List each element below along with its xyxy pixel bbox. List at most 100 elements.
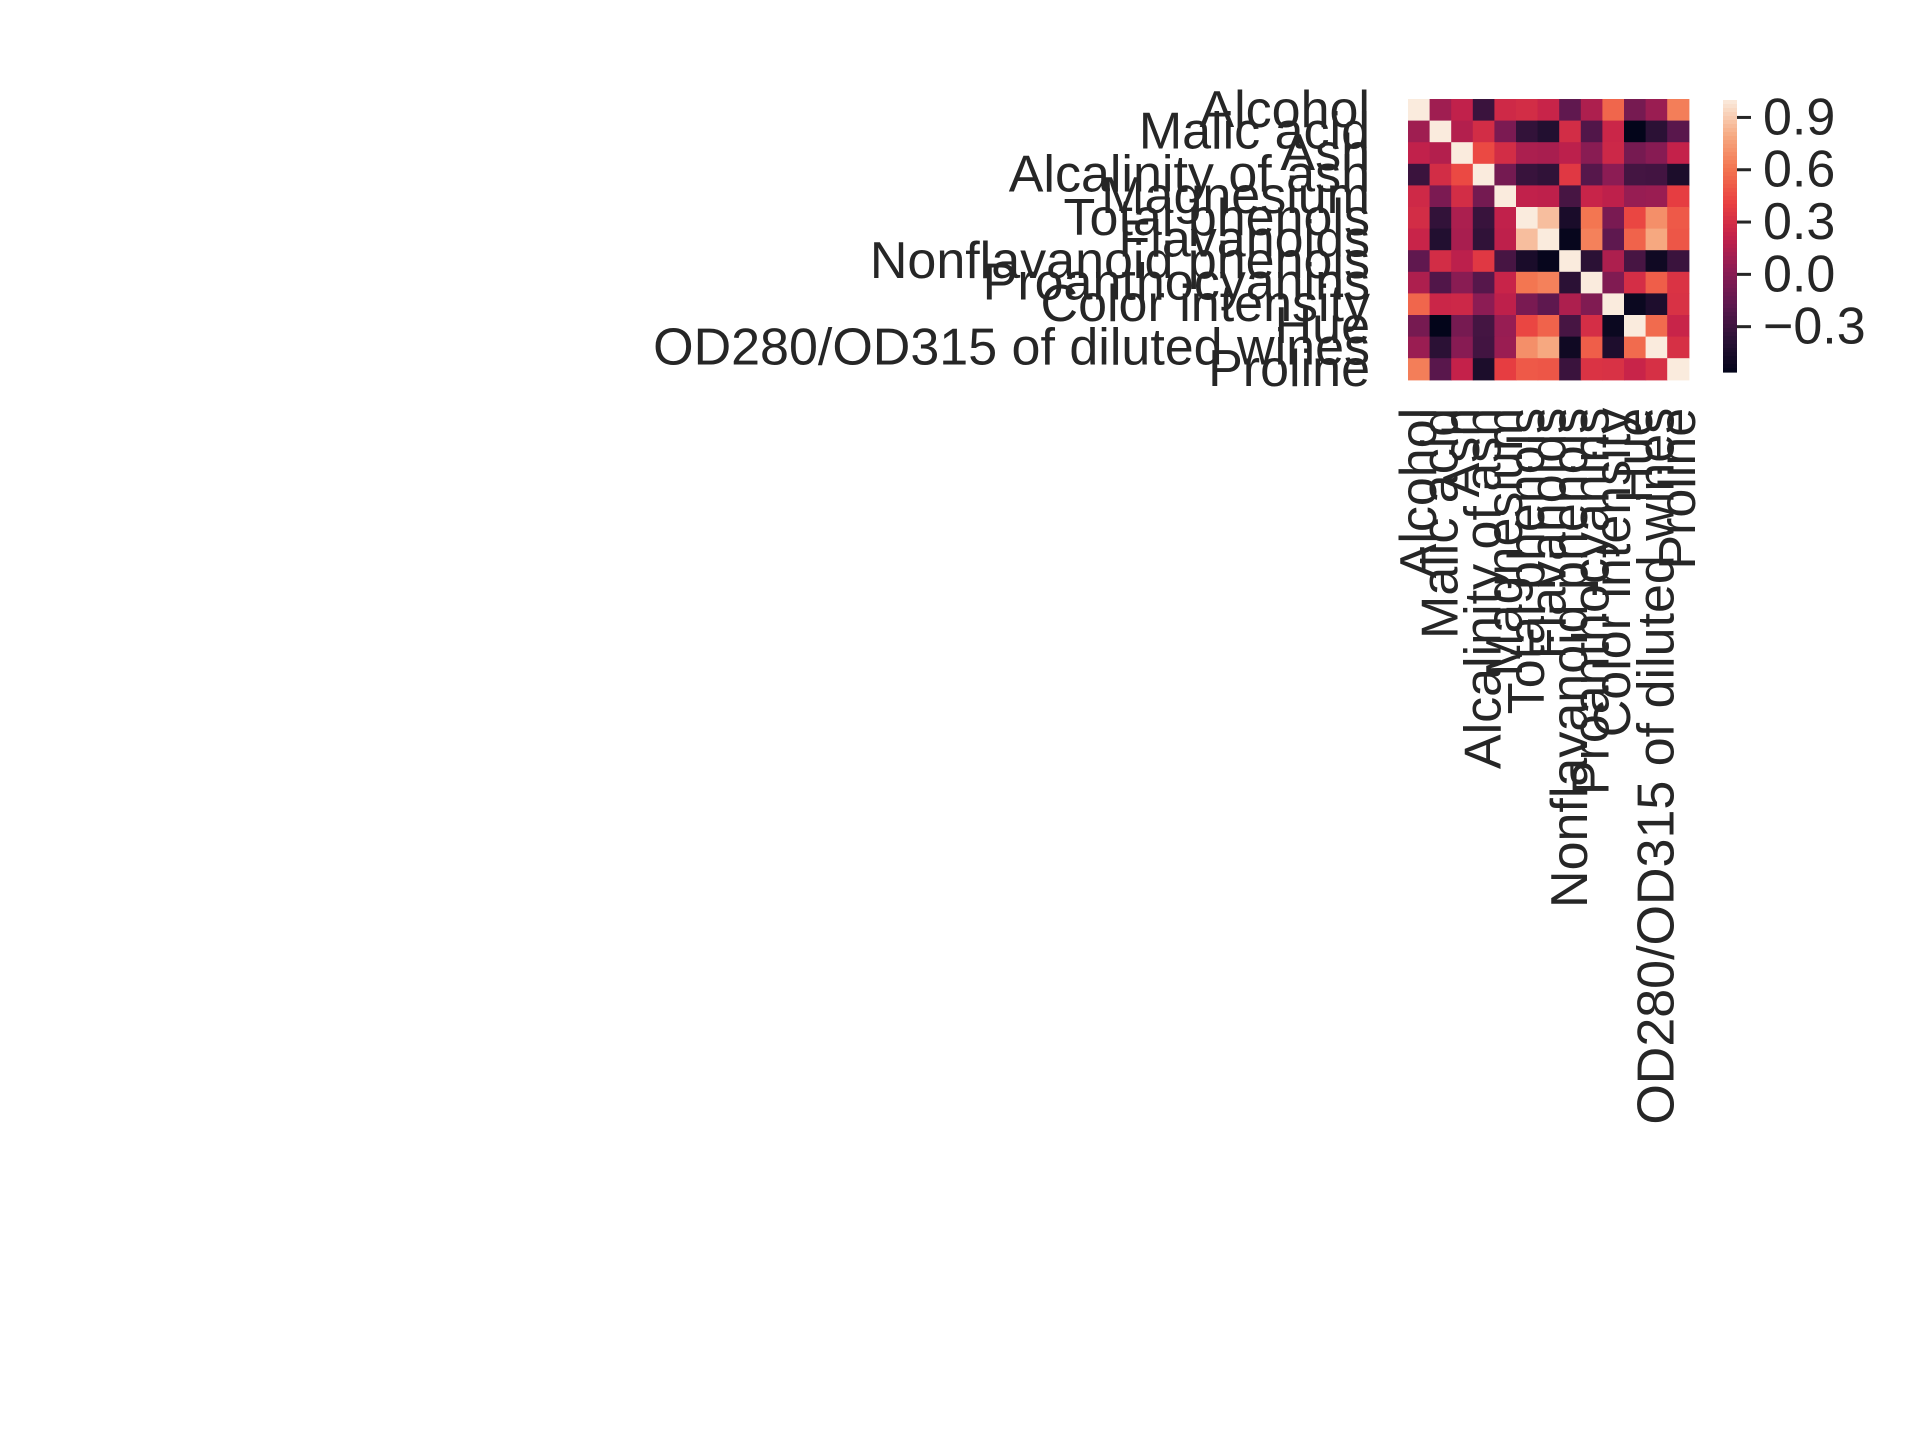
colorbar-segment bbox=[1723, 120, 1737, 125]
heatmap-cell bbox=[1451, 163, 1474, 186]
colorbar-segment bbox=[1723, 316, 1737, 321]
heatmap-cell bbox=[1537, 250, 1560, 273]
colorbar-segment bbox=[1723, 352, 1737, 357]
colorbar-segment bbox=[1723, 116, 1737, 121]
heatmap-cell bbox=[1537, 207, 1560, 230]
x-tick-label: Alcalinity of ash bbox=[1455, 408, 1513, 769]
colorbar-segment bbox=[1723, 320, 1737, 325]
colorbar-segment bbox=[1723, 336, 1737, 341]
colorbar-segment bbox=[1723, 304, 1737, 309]
heatmap-cell bbox=[1472, 99, 1495, 122]
colorbar-tick-label: 0.6 bbox=[1763, 141, 1835, 199]
heatmap-cell bbox=[1472, 250, 1495, 273]
heatmap-cell bbox=[1537, 315, 1560, 338]
heatmap-cell bbox=[1580, 185, 1603, 208]
heatmap-cell bbox=[1602, 336, 1625, 359]
colorbar-segment bbox=[1723, 124, 1737, 129]
heatmap-cell bbox=[1408, 228, 1431, 251]
y-tick-label: Malic acid bbox=[1139, 102, 1370, 160]
x-tick-label: Nonflavanoid phenols bbox=[1541, 408, 1599, 908]
heatmap-cell bbox=[1645, 315, 1668, 338]
heatmap-cell bbox=[1602, 228, 1625, 251]
heatmap-cells bbox=[1408, 99, 1690, 381]
heatmap-cell bbox=[1516, 207, 1539, 230]
colorbar-segment bbox=[1723, 332, 1737, 337]
heatmap-cell bbox=[1645, 163, 1668, 186]
heatmap-cell bbox=[1494, 336, 1517, 359]
heatmap-cell bbox=[1494, 120, 1517, 143]
heatmap-cell bbox=[1451, 185, 1474, 208]
colorbar-segment bbox=[1723, 212, 1737, 217]
y-tick-label: Flavanoids bbox=[1119, 210, 1370, 268]
heatmap-cell bbox=[1451, 142, 1474, 165]
heatmap-cell bbox=[1472, 358, 1495, 381]
heatmap-cell bbox=[1624, 163, 1647, 186]
heatmap-cell bbox=[1429, 207, 1452, 230]
x-tick-label: OD280/OD315 of diluted wines bbox=[1627, 408, 1685, 1125]
heatmap-cell bbox=[1624, 228, 1647, 251]
heatmap-cell bbox=[1667, 163, 1690, 186]
heatmap-cell bbox=[1667, 207, 1690, 230]
heatmap-cell bbox=[1494, 228, 1517, 251]
colorbar-segment bbox=[1723, 364, 1737, 369]
heatmap-cell bbox=[1429, 142, 1452, 165]
colorbar-segment bbox=[1723, 284, 1737, 289]
heatmap-cell bbox=[1537, 185, 1560, 208]
heatmap-cell bbox=[1516, 293, 1539, 316]
x-tick-label: Magnesium bbox=[1476, 408, 1534, 677]
heatmap-cell bbox=[1408, 250, 1431, 273]
colorbar-segment bbox=[1723, 176, 1737, 181]
colorbar-segment bbox=[1723, 184, 1737, 189]
heatmap-cell bbox=[1429, 185, 1452, 208]
heatmap-cell bbox=[1472, 185, 1495, 208]
y-tick-label: Nonflavanoid phenols bbox=[870, 232, 1370, 290]
heatmap-cell bbox=[1429, 271, 1452, 294]
colorbar-tick-label: 0.9 bbox=[1763, 88, 1835, 146]
colorbar-segment bbox=[1723, 244, 1737, 249]
heatmap-cell bbox=[1602, 271, 1625, 294]
colorbar-segment bbox=[1723, 220, 1737, 225]
heatmap-cell bbox=[1667, 142, 1690, 165]
heatmap-cell bbox=[1516, 99, 1539, 122]
heatmap-cell bbox=[1559, 120, 1582, 143]
colorbar-segment bbox=[1723, 356, 1737, 361]
colorbar-tick-label: 0.3 bbox=[1763, 193, 1835, 251]
heatmap-cell bbox=[1472, 142, 1495, 165]
heatmap-cell bbox=[1494, 185, 1517, 208]
heatmap-cell bbox=[1624, 120, 1647, 143]
x-tick-label: Color intensity bbox=[1584, 408, 1642, 737]
heatmap-cell bbox=[1602, 250, 1625, 273]
heatmap-cell bbox=[1516, 271, 1539, 294]
colorbar-segment bbox=[1723, 280, 1737, 285]
colorbar-segment bbox=[1723, 300, 1737, 305]
heatmap-cell bbox=[1559, 336, 1582, 359]
y-tick-label: Proanthocyanins bbox=[983, 254, 1370, 312]
colorbar-segment bbox=[1723, 112, 1737, 117]
heatmap-cell bbox=[1451, 293, 1474, 316]
x-tick-label: Alcohol bbox=[1390, 408, 1448, 579]
colorbar-segment bbox=[1723, 308, 1737, 313]
colorbar-segment bbox=[1723, 196, 1737, 201]
colorbar-segment bbox=[1723, 328, 1737, 333]
colorbar-segment bbox=[1723, 152, 1737, 157]
x-tick-label: Ash bbox=[1433, 408, 1491, 498]
heatmap-cell bbox=[1559, 142, 1582, 165]
heatmap-cell bbox=[1645, 207, 1668, 230]
heatmap-cell bbox=[1472, 315, 1495, 338]
heatmap-cell bbox=[1580, 207, 1603, 230]
heatmap-cell bbox=[1667, 271, 1690, 294]
heatmap-cell bbox=[1645, 271, 1668, 294]
heatmap-cell bbox=[1645, 293, 1668, 316]
heatmap-cell bbox=[1645, 120, 1668, 143]
heatmap-cell bbox=[1559, 185, 1582, 208]
colorbar-segment bbox=[1723, 128, 1737, 133]
heatmap-cell bbox=[1624, 293, 1647, 316]
colorbar-segment bbox=[1723, 160, 1737, 165]
colorbar-segment bbox=[1723, 132, 1737, 137]
heatmap-cell bbox=[1472, 120, 1495, 143]
heatmap-cell bbox=[1559, 99, 1582, 122]
heatmap-cell bbox=[1580, 336, 1603, 359]
